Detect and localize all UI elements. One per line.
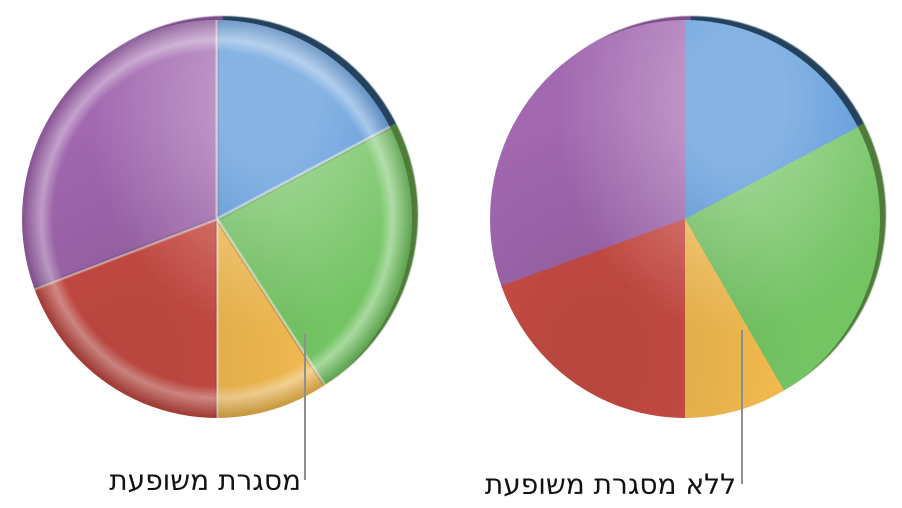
label-no-beveled-border: ללא מסגרת משופעת [484, 468, 736, 501]
label-beveled-border: מסגרת משופעת [109, 464, 301, 497]
pie-chart-plain [484, 16, 886, 422]
pie-face [22, 20, 412, 418]
callout-line-plain [741, 330, 743, 484]
callout-line-beveled [304, 334, 306, 480]
pie-chart-beveled [16, 16, 418, 422]
pie-face [490, 20, 880, 418]
